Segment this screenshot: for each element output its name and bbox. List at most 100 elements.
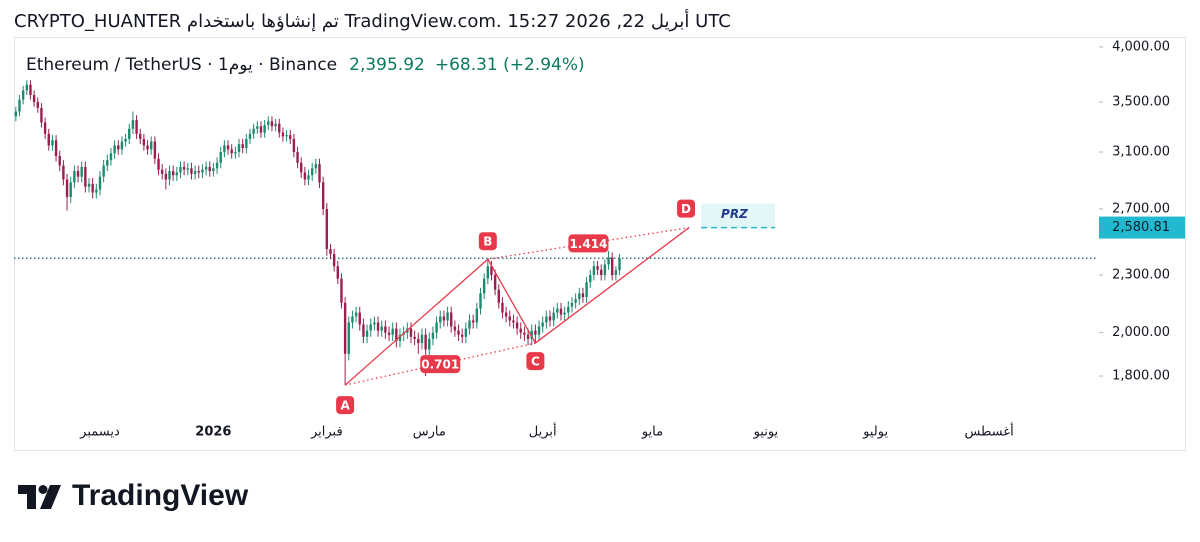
candle-body xyxy=(574,299,577,303)
candle-body xyxy=(201,169,204,173)
candle-body xyxy=(567,306,570,313)
candle-body xyxy=(490,266,493,276)
last-price: 2,395.92 xyxy=(349,55,425,75)
candle-body xyxy=(179,166,182,173)
candle-body xyxy=(526,334,530,339)
candle-body xyxy=(446,312,449,321)
candle-body xyxy=(234,152,237,154)
candle-body xyxy=(208,166,211,172)
candle-body xyxy=(278,123,281,133)
symbol: Ethereum / TetherUS · 1يوم · Binance xyxy=(26,55,337,75)
candle-body xyxy=(325,208,329,250)
y-tick-label: 2,300.00 xyxy=(1112,268,1170,283)
candle-body xyxy=(204,166,208,170)
candle-body xyxy=(285,135,288,137)
pattern-point-label-bg xyxy=(526,352,545,371)
candle-body xyxy=(519,328,522,333)
footer-brand: TradingView xyxy=(72,479,249,512)
candle-body xyxy=(596,266,599,270)
x-tick-label: أغسطس xyxy=(964,423,1013,440)
candle-body xyxy=(428,338,431,350)
candle-body xyxy=(395,328,398,341)
candle-body xyxy=(541,322,544,327)
candle-body xyxy=(556,308,559,313)
candle-body xyxy=(157,158,160,170)
candle-body xyxy=(106,160,109,166)
y-tick-label: 1,800.00 xyxy=(1112,369,1170,384)
pattern-point-label: A xyxy=(340,399,350,413)
candle-body xyxy=(548,316,552,321)
candle-body xyxy=(589,275,592,283)
pattern-point-label-bg xyxy=(336,396,355,415)
candle-body xyxy=(607,257,610,265)
candle-body xyxy=(289,135,292,139)
candle-body xyxy=(25,84,29,91)
candle-body xyxy=(336,266,340,279)
candle-body xyxy=(164,173,168,180)
candle-body xyxy=(270,121,274,127)
candle-body xyxy=(274,123,277,127)
candle-body xyxy=(252,128,255,134)
candle-body xyxy=(424,334,427,350)
candle-body xyxy=(182,166,186,170)
candle-body xyxy=(486,266,490,279)
candle-body xyxy=(468,320,471,329)
candle-body xyxy=(139,133,142,139)
pattern-point-label: D xyxy=(681,202,691,216)
candle-body xyxy=(73,171,76,183)
candle-body xyxy=(611,257,614,276)
candle-body xyxy=(76,171,80,177)
candle-body xyxy=(40,107,43,123)
candle-body xyxy=(296,152,299,163)
candle-body xyxy=(618,258,621,271)
candle-body xyxy=(65,179,69,197)
candle-body xyxy=(457,330,460,335)
y-tick-label: 3,500.00 xyxy=(1112,95,1170,110)
candle-body xyxy=(128,128,131,139)
candle-body xyxy=(450,312,453,327)
candle-body xyxy=(153,141,157,159)
candle-body xyxy=(91,183,94,193)
y-tick-label: 2,000.00 xyxy=(1112,325,1170,340)
candle-body xyxy=(442,316,446,321)
x-tick-label: مارس xyxy=(413,425,446,440)
candle-body xyxy=(303,172,307,180)
candle-body xyxy=(51,140,54,146)
candle-body xyxy=(559,308,563,315)
candle-body xyxy=(47,133,50,146)
pattern-line xyxy=(344,258,489,386)
candle-body xyxy=(523,332,526,335)
candle-body xyxy=(409,328,413,337)
candle-body xyxy=(545,316,548,323)
candle-body xyxy=(248,133,252,139)
pattern-dotted-line xyxy=(344,342,536,386)
price-tag-bg xyxy=(1099,216,1185,239)
candle-body xyxy=(310,168,314,176)
candle-body xyxy=(307,175,310,180)
candle-body xyxy=(563,312,566,315)
candle-body xyxy=(32,95,36,103)
candle-body xyxy=(537,326,541,335)
candle-body xyxy=(384,326,387,333)
candle-body xyxy=(109,153,113,161)
candle-body xyxy=(146,145,149,150)
candle-body xyxy=(84,166,87,187)
x-tick-label: 2026 xyxy=(195,425,231,440)
candle-body xyxy=(504,312,508,317)
pattern-line xyxy=(534,227,690,344)
candle-body xyxy=(380,326,383,331)
candle-body xyxy=(354,312,358,317)
candle-body xyxy=(570,302,574,307)
candle-body xyxy=(43,122,47,134)
candle-body xyxy=(186,168,189,170)
ratio-label-bg xyxy=(568,234,609,253)
candle-body xyxy=(263,125,266,133)
candle-body xyxy=(21,90,25,100)
pattern-point-label: C xyxy=(531,355,540,369)
candle-body xyxy=(117,145,120,150)
candle-body xyxy=(343,302,347,354)
candle-body xyxy=(376,322,380,331)
candle-body xyxy=(223,145,226,153)
candle-body xyxy=(479,293,482,309)
ratio-label: 1.414 xyxy=(569,237,607,251)
